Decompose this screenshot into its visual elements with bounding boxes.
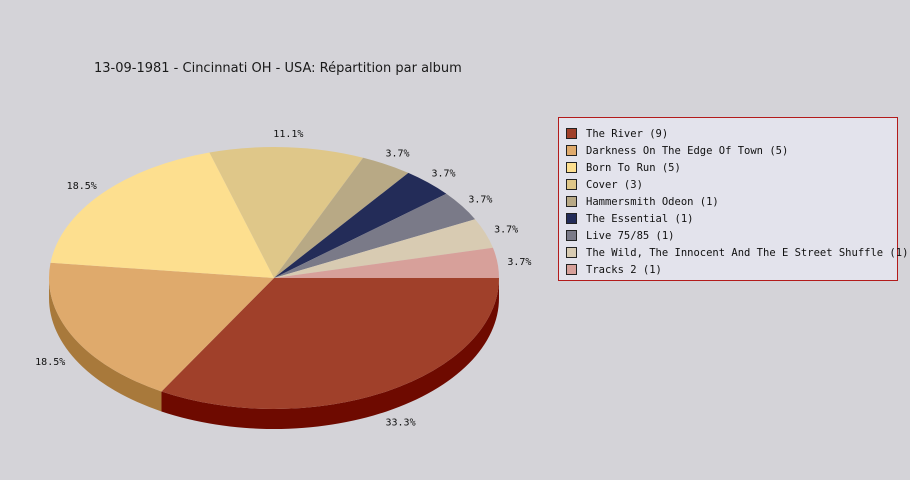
legend-label: Cover (3): [586, 178, 643, 191]
legend-swatch: [566, 145, 577, 156]
pie-labels: 33.3% 18.5% 18.5% 11.1% 3.7% 3.7% 3.7% 3.7% 3.7%: [35, 129, 531, 428]
pie-percent-label: 3.7%: [507, 257, 531, 268]
legend-swatch: [566, 179, 577, 190]
pie-percent-label: 18.5%: [35, 357, 65, 368]
pie-percent-label: 3.7%: [468, 194, 492, 205]
pie-top: [49, 146, 499, 410]
legend-swatch: [566, 264, 577, 275]
legend-swatch: [566, 213, 577, 224]
pie-slice-side: [48, 278, 162, 412]
legend-label: The Wild, The Innocent And The E Street …: [586, 246, 909, 259]
legend-item: The River (9): [566, 125, 897, 142]
chart-legend: The River (9) Darkness On The Edge Of Tow…: [558, 117, 908, 281]
pie-slice: [209, 146, 364, 278]
chart-title: 13-09-1981 - Cincinnati OH - USA: Répart…: [94, 61, 462, 76]
legend-item: Tracks 2 (1): [566, 261, 897, 278]
pie-slice: [274, 193, 476, 278]
pie-slice: [49, 262, 275, 392]
pie-percent-label: 3.7%: [494, 224, 518, 235]
legend-swatch: [566, 196, 577, 207]
pie-slice-side: [161, 278, 499, 429]
pie-percent-label: 11.1%: [273, 129, 303, 140]
legend-item: The Essential (1): [566, 210, 897, 227]
pie-slice: [50, 152, 275, 278]
pie-percent-label: 18.5%: [67, 181, 97, 192]
legend-label: The Essential (1): [586, 212, 694, 225]
legend-label: The River (9): [586, 127, 669, 140]
legend-label: Tracks 2 (1): [586, 263, 662, 276]
pie-slice: [274, 172, 447, 278]
legend-item: The Wild, The Innocent And The E Street …: [566, 244, 908, 261]
pie-percent-label: 3.7%: [432, 169, 456, 180]
pie-percent-label: 3.7%: [386, 148, 410, 159]
legend-swatch: [566, 162, 577, 173]
legend-label: Darkness On The Edge Of Town (5): [586, 144, 789, 157]
legend-label: Hammersmith Odeon (1): [586, 195, 719, 208]
pie-chart: 33.3% 18.5% 18.5% 11.1% 3.7% 3.7% 3.7% 3.7% 3.7%: [35, 129, 531, 429]
pie-percent-label: 33.3%: [386, 418, 416, 429]
legend-label: Born To Run (5): [586, 161, 681, 174]
legend-swatch: [566, 247, 577, 258]
pie-slice: [161, 278, 499, 410]
legend-swatch: [566, 230, 577, 241]
legend-swatch: [566, 128, 577, 139]
legend-item: Born To Run (5): [566, 159, 897, 176]
pie-slice: [274, 219, 493, 278]
legend-item: Darkness On The Edge Of Town (5): [566, 142, 897, 159]
legend-item: Cover (3): [566, 176, 897, 193]
pie-sides: [48, 278, 499, 429]
legend-item: Live 75/85 (1): [566, 227, 897, 244]
legend-item: Hammersmith Odeon (1): [566, 193, 897, 210]
pie-slice: [274, 247, 499, 278]
pie-slice: [274, 157, 409, 278]
legend-label: Live 75/85 (1): [586, 229, 675, 242]
